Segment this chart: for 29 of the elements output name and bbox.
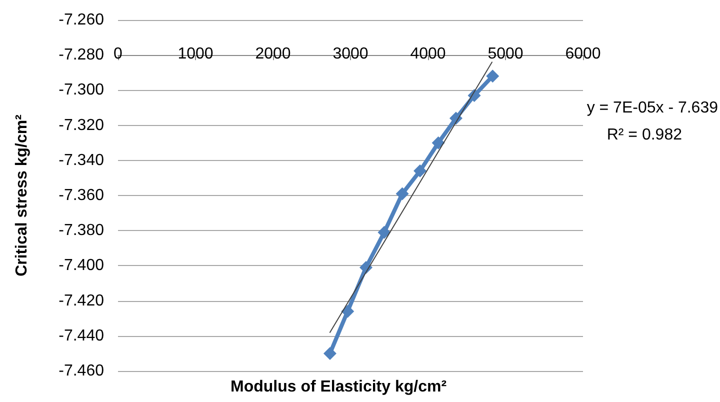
y-tick-label: -7.380 (58, 222, 104, 240)
point (414, 164, 427, 178)
y-tick-label: -7.300 (58, 82, 104, 99)
point (432, 136, 445, 150)
point (341, 304, 354, 318)
point (396, 187, 409, 200)
x-tick-label: 5000 (488, 46, 524, 63)
y-tick-label: -7.260 (58, 12, 104, 28)
x-tick-label: 0 (114, 46, 123, 63)
y-tick-label: -7.280 (58, 46, 104, 64)
x-tick-label: 2000 (255, 46, 291, 63)
y-tick-label: -7.400 (58, 257, 104, 274)
y-tick-label: -7.460 (58, 362, 104, 380)
y-tick-label: -7.420 (58, 292, 104, 310)
point (323, 346, 336, 360)
text: R² = 0.982 (606, 126, 682, 144)
x-tick-label: 3000 (332, 46, 368, 63)
x-tick-label: 1000 (178, 46, 214, 63)
y-tick-label: -7.340 (58, 152, 104, 169)
y-tick-label: -7.440 (58, 327, 104, 344)
y-tick-label: -7.360 (58, 187, 104, 204)
x-tick-label: 6000 (565, 46, 601, 63)
x-axis-title: Modulus of Elasticity kg/cm² (230, 378, 447, 396)
text: y = 7E-05x - 7.639 (586, 100, 718, 116)
point (378, 226, 391, 239)
y-tick-label: -7.320 (58, 116, 104, 134)
point (486, 70, 500, 83)
y-axis-title: Critical stress kg/cm² (14, 114, 30, 276)
x-tick-label: 4000 (410, 46, 446, 63)
